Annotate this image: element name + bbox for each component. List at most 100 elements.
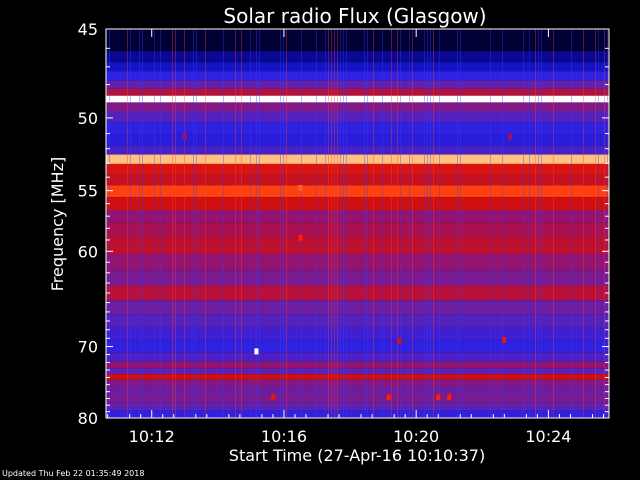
texture-stripe: [235, 29, 236, 418]
texture-stripe: [535, 29, 536, 418]
y-tick-label: 60: [78, 242, 98, 261]
texture-stripe: [409, 29, 410, 418]
y-tick-label: 80: [78, 409, 98, 428]
spectrogram-band: [106, 145, 609, 155]
x-axis: 10:12 10:16 10:20 10:24: [107, 29, 604, 446]
texture-stripe: [154, 29, 155, 418]
y-axis-label: Frequency [MHz]: [48, 157, 67, 291]
texture-stripe: [598, 29, 599, 418]
burst-mark: [182, 133, 187, 140]
spectrogram-band: [106, 327, 609, 341]
texture-stripe: [223, 29, 224, 418]
burst-events: [182, 133, 512, 401]
texture-stripe: [541, 29, 542, 418]
spectrogram-band: [106, 402, 609, 411]
texture-stripe: [373, 29, 374, 418]
texture-stripe: [184, 29, 185, 418]
burst-mark: [298, 185, 303, 191]
plot-area: [106, 29, 609, 418]
spectrogram-band: [106, 185, 609, 198]
x-tick-label: 10:16: [261, 427, 307, 446]
x-tick-label: 10:12: [129, 427, 175, 446]
x-axis-label: Start Time (27-Apr-16 10:10:37): [229, 446, 485, 465]
burst-mark: [507, 133, 512, 140]
texture-stripe: [328, 29, 329, 418]
texture-stripe: [583, 29, 584, 418]
texture-stripe: [595, 29, 596, 418]
texture-stripe: [250, 29, 251, 418]
spectrogram-band: [106, 197, 609, 210]
x-tick-label: 10:20: [393, 427, 439, 446]
texture-stripe: [160, 29, 161, 418]
texture-stripe: [433, 29, 434, 418]
texture-stripe: [364, 29, 365, 418]
texture-stripe: [325, 29, 326, 418]
texture-stripe: [172, 29, 173, 418]
texture-stripe: [286, 29, 287, 418]
texture-stripe: [337, 29, 338, 418]
burst-mark: [502, 336, 507, 343]
y-axis: 45 50 55 60 70 80: [78, 20, 609, 428]
texture-stripe: [604, 29, 605, 418]
burst-mark: [397, 337, 402, 344]
burst-mark: [386, 394, 391, 401]
texture-stripe: [130, 29, 131, 418]
spectrogram-band: [106, 361, 609, 369]
texture-stripe: [196, 29, 197, 418]
burst-mark: [436, 394, 441, 401]
spectrogram-band: [106, 95, 609, 103]
spectrogram-band: [106, 237, 609, 255]
spectrogram-band: [106, 29, 609, 52]
x-tick-label: 10:24: [525, 427, 571, 446]
texture-stripe: [346, 29, 347, 418]
texture-stripe: [301, 29, 302, 418]
texture-stripe: [193, 29, 194, 418]
spectrogram-band: [106, 340, 609, 353]
texture-stripe: [571, 29, 572, 418]
texture-stripe: [412, 29, 413, 418]
spectrogram-band: [106, 51, 609, 63]
texture-stripe: [241, 29, 242, 418]
texture-stripe: [523, 29, 524, 418]
texture-stripe: [331, 29, 332, 418]
spectrogram-texture: [109, 29, 608, 418]
texture-stripe: [439, 29, 440, 418]
spectrogram-band: [106, 163, 609, 175]
y-tick-label: 50: [78, 109, 98, 128]
spectrogram-band: [106, 80, 609, 89]
texture-stripe: [367, 29, 368, 418]
spectrogram-band: [106, 62, 609, 72]
texture-stripe: [334, 29, 335, 418]
plot-frame: [105, 28, 610, 419]
y-tick-label: 45: [78, 20, 98, 39]
texture-stripe: [175, 29, 176, 418]
burst-mark: [254, 348, 259, 355]
texture-stripe: [457, 29, 458, 418]
texture-stripe: [490, 29, 491, 418]
texture-stripe: [397, 29, 398, 418]
texture-stripe: [607, 29, 608, 418]
spectrogram-band: [106, 374, 609, 380]
burst-mark: [298, 234, 303, 241]
spectrogram-band: [106, 394, 609, 403]
texture-stripe: [382, 29, 383, 418]
spectrogram-band: [106, 410, 609, 418]
y-tick-label: 55: [78, 182, 98, 201]
y-tick-label: 70: [78, 338, 98, 357]
spectrogram-band: [106, 368, 609, 375]
texture-stripe: [391, 29, 392, 418]
texture-stripe: [430, 29, 431, 418]
spectrogram-band: [106, 386, 609, 395]
spectrogram-band: [106, 222, 609, 238]
texture-stripe: [529, 29, 530, 418]
texture-stripe: [127, 29, 128, 418]
texture-stripe: [205, 29, 206, 418]
texture-stripe: [316, 29, 317, 418]
texture-stripe: [427, 29, 428, 418]
texture-stripe: [340, 29, 341, 418]
spectrogram-band: [106, 121, 609, 135]
spectrogram-band: [106, 300, 609, 315]
spectrogram-band: [106, 254, 609, 271]
texture-stripe: [256, 29, 257, 418]
